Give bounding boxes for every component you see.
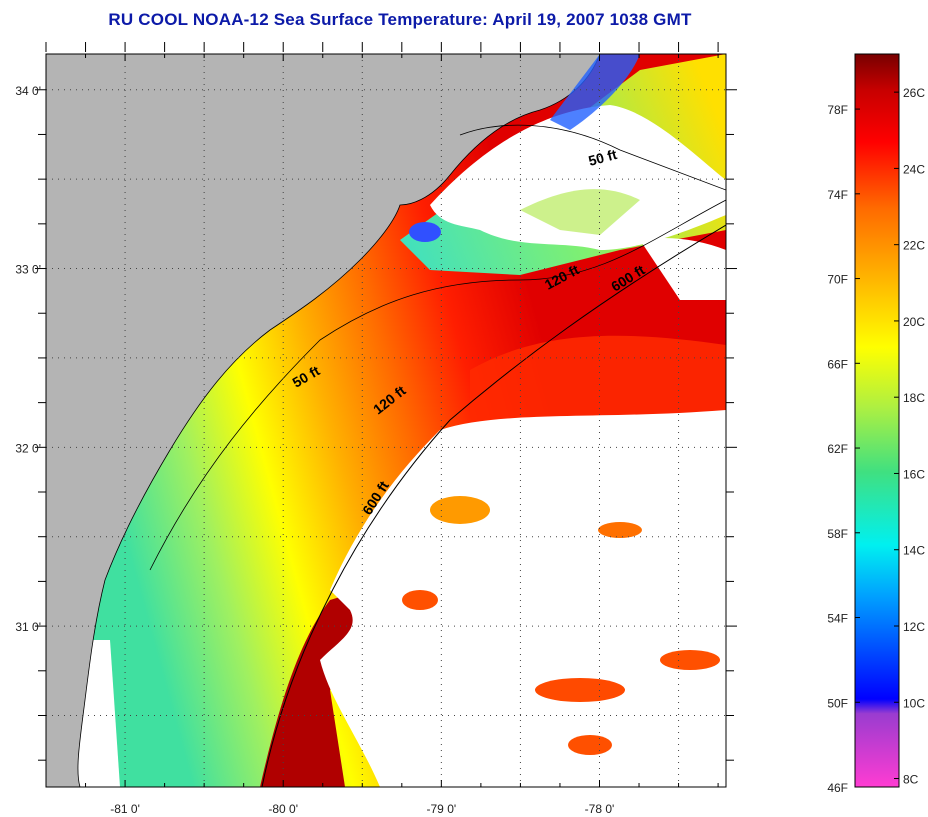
temperature-colorbar: 78F 74F 70F 66F 62F 58F 54F 50F 46F 26C 24C 22C 20C 1… xyxy=(827,53,925,795)
colorbar-fahrenheit-label: 54F xyxy=(827,612,848,626)
lat-tick-label: 32 0' xyxy=(15,441,41,455)
map-plot-area xyxy=(46,54,726,787)
warm-patch xyxy=(660,650,720,670)
cloud-mask xyxy=(430,105,726,250)
colorbar-fahrenheit-label: 74F xyxy=(827,188,848,202)
isobath-line xyxy=(149,199,726,571)
map-gridlines xyxy=(46,54,726,787)
lon-tick-label: -80 0' xyxy=(268,802,298,816)
colorbar-gradient xyxy=(854,53,900,788)
map-frame xyxy=(45,53,727,788)
warm-patch xyxy=(568,735,612,755)
colorbar-celsius-label: 10C xyxy=(903,696,925,710)
colorbar-celsius-label: 18C xyxy=(903,391,925,405)
colorbar-celsius-label: 12C xyxy=(903,620,925,634)
warm-patch xyxy=(402,590,438,610)
colorbar-celsius-label: 14C xyxy=(903,544,925,558)
colorbar-celsius-label: 16C xyxy=(903,467,925,481)
isobath-label: 50 ft xyxy=(587,146,619,169)
colorbar-fahrenheit-label: 66F xyxy=(827,357,848,371)
isobath-line xyxy=(459,124,726,191)
isobath-line xyxy=(261,224,726,787)
colorbar-fahrenheit-label: 58F xyxy=(827,527,848,541)
axis-ticks: -81 0' -80 0' -79 0' -78 0' 34 0' 33 0' 32 0' 3… xyxy=(15,42,737,816)
colorbar-fahrenheit-label: 78F xyxy=(827,103,848,117)
map-title: RU COOL NOAA-12 Sea Surface Temperature:… xyxy=(108,10,692,29)
warm-patch xyxy=(598,522,642,538)
colorbar-fahrenheit-label: 46F xyxy=(827,781,848,795)
lon-tick-label: -81 0' xyxy=(110,802,140,816)
colorbar-celsius-label: 22C xyxy=(903,239,925,253)
colorbar-fahrenheit-label: 50F xyxy=(827,696,848,710)
lat-tick-label: 33 0' xyxy=(15,263,41,277)
colorbar-celsius-label: 8C xyxy=(903,773,919,787)
lat-tick-label: 34 0' xyxy=(15,84,41,98)
lat-tick-label: 31 0' xyxy=(15,620,41,634)
land-mass xyxy=(46,54,601,787)
lon-tick-label: -78 0' xyxy=(585,802,615,816)
colorbar-celsius-label: 24C xyxy=(903,162,925,176)
colorbar-celsius-label: 26C xyxy=(903,86,925,100)
clear-sky-patch xyxy=(520,189,640,235)
sound-cold-water xyxy=(550,54,640,130)
colorbar-celsius-label: 20C xyxy=(903,315,925,329)
colorbar-fahrenheit-label: 70F xyxy=(827,273,848,287)
colorbar-fahrenheit-label: 62F xyxy=(827,442,848,456)
lon-tick-label: -79 0' xyxy=(427,802,457,816)
cold-water-patch xyxy=(409,222,441,242)
warm-patch xyxy=(535,678,625,702)
cloud-mask xyxy=(320,410,726,787)
warm-patch xyxy=(430,496,490,524)
